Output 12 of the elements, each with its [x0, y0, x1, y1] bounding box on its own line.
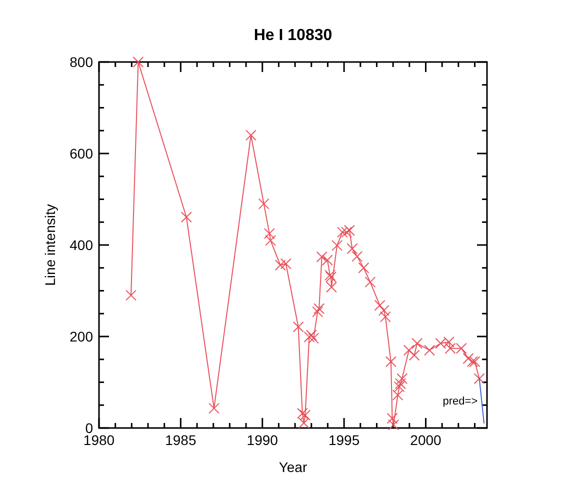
- x-tick-label: 1990: [246, 432, 278, 448]
- y-tick-label: 200: [70, 328, 94, 344]
- x-axis-title: Year: [278, 459, 308, 475]
- x-tick-label: 1985: [165, 432, 196, 448]
- x-tick-label: 1995: [328, 432, 360, 448]
- y-axis-title: Line intensity: [42, 204, 58, 286]
- annotation: pred=>: [442, 396, 478, 408]
- y-tick-label: 800: [70, 54, 94, 70]
- y-tick-label: 400: [70, 237, 94, 253]
- y-tick-label: 600: [70, 146, 94, 162]
- x-tick-label: 2000: [410, 432, 442, 448]
- chart-title: He I 10830: [254, 27, 332, 44]
